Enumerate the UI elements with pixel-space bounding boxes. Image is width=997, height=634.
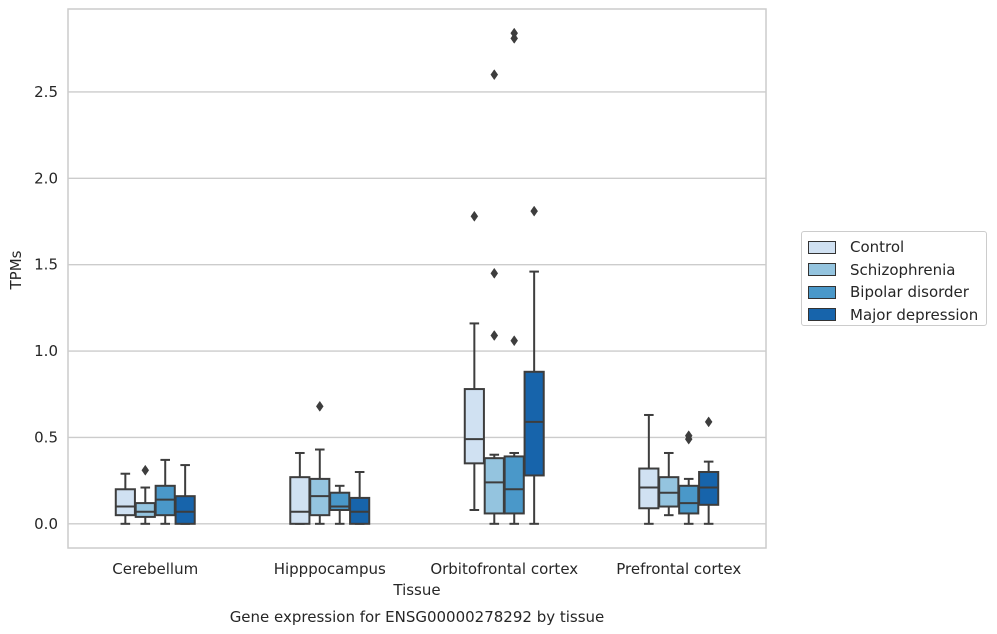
box-control (463, 210, 485, 511)
legend-label-major-depression: Major depression (850, 305, 979, 324)
legend-swatch-schizophrenia (808, 263, 836, 277)
y-tick-label: 2.5 (34, 83, 58, 101)
x-tick-label: Cerebellum (112, 560, 198, 578)
y-tick-label: 1.0 (34, 342, 58, 360)
outlier-point (490, 267, 499, 279)
figure-caption: Gene expression for ENSG00000278292 by t… (230, 608, 605, 626)
box-major-depression (698, 416, 720, 525)
box-control (289, 451, 311, 525)
outlier-point (490, 330, 499, 341)
box-major-depression (523, 205, 545, 525)
box-schizophrenia (483, 69, 505, 525)
box-iqr (483, 457, 505, 515)
plot-frame (67, 8, 767, 549)
box-major-depression (174, 464, 196, 525)
legend-swatch-control (808, 240, 836, 254)
box-major-depression (349, 470, 371, 525)
legend-label-control: Control (850, 238, 905, 257)
outlier-point (470, 210, 479, 222)
legend-label-schizophrenia: Schizophrenia (850, 260, 956, 279)
box-bipolar-disorder (154, 458, 176, 525)
x-tick-label: Hipppocampus (274, 560, 386, 578)
box-iqr (463, 388, 485, 465)
legend-swatch-major-depression (808, 308, 836, 322)
legend-label-bipolar-disorder: Bipolar disorder (850, 283, 969, 302)
legend-item-schizophrenia: Schizophrenia (808, 259, 986, 282)
grid-lines (68, 91, 766, 525)
box-bipolar-disorder (329, 484, 351, 525)
box-iqr (174, 495, 196, 525)
outlier-point (510, 27, 519, 39)
x-axis-label: Tissue (392, 581, 440, 599)
box-control (638, 413, 660, 525)
outlier-point (684, 430, 693, 442)
legend-item-control: Control (808, 236, 986, 259)
box-control (114, 472, 136, 525)
outlier-point (315, 400, 324, 412)
legend-item-bipolar-disorder: Bipolar disorder (808, 281, 986, 304)
box-iqr (114, 488, 136, 517)
x-tick-label: Prefrontal cortex (616, 560, 741, 578)
y-tick-label: 2.0 (34, 169, 58, 187)
box-iqr (289, 476, 311, 525)
outlier-point (704, 416, 713, 428)
y-tick-labels: 0.0 0.5 1.0 1.5 2.0 2.5 (34, 83, 58, 533)
box-iqr (503, 455, 525, 515)
box-bipolar-disorder (503, 27, 525, 525)
outlier-point (141, 464, 150, 476)
y-tick-label: 0.5 (34, 428, 58, 446)
x-tick-label: Orbitofrontal cortex (430, 560, 578, 578)
outlier-point (510, 335, 519, 347)
x-tick-labels: Cerebellum Hipppocampus Orbitofrontal cort… (112, 560, 741, 578)
legend-item-major-depression: Major depression (808, 304, 986, 327)
box-iqr (678, 484, 700, 515)
box-schizophrenia (658, 451, 680, 517)
y-axis-label: TPMs (7, 250, 25, 290)
box-bipolar-disorder (678, 430, 700, 525)
box-iqr (134, 502, 156, 518)
plot-area (114, 27, 720, 525)
box-schizophrenia (309, 400, 331, 525)
box-iqr (523, 370, 545, 477)
box-schizophrenia (134, 464, 156, 525)
legend: Control Schizophrenia Bipolar disorder M… (801, 231, 987, 326)
legend-swatch-bipolar-disorder (808, 285, 836, 299)
y-tick-label: 0.0 (34, 515, 58, 533)
outlier-point (490, 69, 499, 81)
y-tick-label: 1.5 (34, 256, 58, 274)
outlier-point (530, 205, 538, 217)
